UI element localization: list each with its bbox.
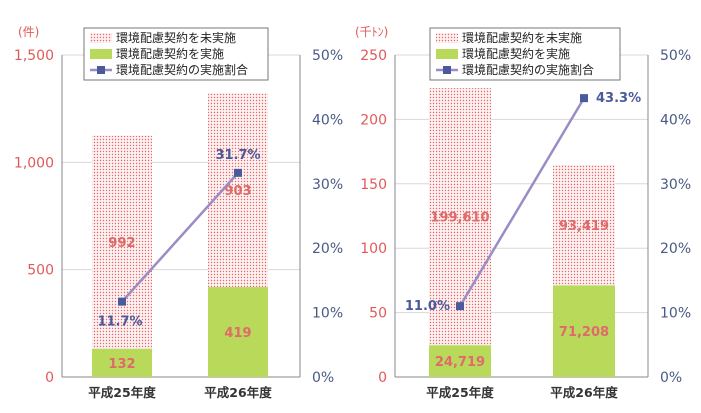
implemented-value-label: 419 <box>224 326 251 341</box>
unimplemented-value-label: 992 <box>108 236 135 251</box>
unimplemented-value-label: 903 <box>224 184 251 199</box>
unit-label: (千ﾄﾝ) <box>355 25 388 39</box>
legend-label: 環境配慮契約を未実施 <box>462 30 582 45</box>
y2-tick-label: 50% <box>660 48 691 64</box>
y2-tick-label: 30% <box>312 177 343 193</box>
unimplemented-value-label: 93,419 <box>559 219 609 234</box>
unimplemented-value-label: 199,610 <box>430 211 489 226</box>
y2-tick-label: 50% <box>312 48 343 64</box>
bar-implemented <box>429 345 491 377</box>
ratio-point <box>580 94 588 103</box>
legend-label: 環境配慮契約を実施 <box>462 46 570 61</box>
legend-label: 環境配慮契約を実施 <box>116 46 224 61</box>
y-tick-label: 250 <box>360 48 387 64</box>
legend-box <box>429 27 621 81</box>
ratio-point <box>118 297 126 306</box>
legend-label: 環境配慮契約の実施割合 <box>462 62 594 77</box>
legend-box <box>83 27 269 81</box>
ratio-value-label: 11.7% <box>97 315 142 330</box>
chart-contract-volume: 0 50 100 150 200 250 0% 10% 20% 30% 40% 50% (千ﾄﾝ) 24,… <box>355 25 691 400</box>
ratio-value-label: 31.7% <box>215 148 260 163</box>
unit-label: (件) <box>18 25 39 39</box>
ratio-point <box>234 168 242 177</box>
y-tick-label: 100 <box>360 241 387 257</box>
legend-label: 環境配慮契約の実施割合 <box>116 62 248 77</box>
bar-unimplemented <box>92 135 152 349</box>
ratio-line <box>121 172 239 303</box>
y-tick-label: 150 <box>360 177 387 193</box>
x-tick-label: 平成25年度 <box>88 385 156 400</box>
bar-implemented <box>92 348 152 377</box>
legend-swatch-unimplemented <box>90 33 112 43</box>
ratio-point <box>456 302 464 311</box>
ratio-line <box>458 97 586 307</box>
y2-tick-label: 0% <box>312 370 334 386</box>
y-tick-label: 0 <box>378 370 387 386</box>
y2-tick-label: 40% <box>312 112 343 128</box>
y2-tick-label: 40% <box>660 112 691 128</box>
ratio-value-label: 11.0% <box>405 299 450 314</box>
implemented-value-label: 71,208 <box>559 325 609 340</box>
implemented-value-label: 132 <box>108 357 135 372</box>
legend-swatch-ratio-marker <box>97 66 105 74</box>
y-tick-label: 0 <box>45 370 54 386</box>
bar-unimplemented <box>553 164 615 286</box>
y-tick-label: 1,500 <box>14 48 54 64</box>
legend-label: 環境配慮契約を未実施 <box>116 30 236 45</box>
implemented-value-label: 24,719 <box>435 355 485 370</box>
y2-tick-label: 0% <box>660 370 682 386</box>
y-tick-label: 1,000 <box>14 155 54 171</box>
ratio-value-label: 43.3% <box>596 91 641 106</box>
y2-tick-label: 10% <box>312 306 343 322</box>
x-tick-label: 平成26年度 <box>204 385 272 400</box>
legend-swatch-implemented <box>436 49 458 59</box>
y2-tick-label: 20% <box>660 241 691 257</box>
y2-tick-label: 30% <box>660 177 691 193</box>
y-tick-label: 200 <box>360 112 387 128</box>
y-tick-label: 50 <box>369 306 387 322</box>
y-tick-label: 500 <box>27 263 54 279</box>
x-tick-label: 平成25年度 <box>426 385 494 400</box>
legend-swatch-ratio-marker <box>443 66 451 74</box>
chart-contract-count: 0 500 1,000 1,500 0% 10% 20% 30% 40% 50% (件) 132 992… <box>14 25 343 400</box>
legend-swatch-unimplemented <box>436 33 458 43</box>
bar-implemented <box>208 287 268 377</box>
bar-implemented <box>553 285 615 377</box>
legend-swatch-implemented <box>90 49 112 59</box>
bar-unimplemented <box>208 93 268 288</box>
y2-tick-label: 10% <box>660 306 691 322</box>
y2-tick-label: 20% <box>312 241 343 257</box>
x-tick-label: 平成26年度 <box>550 385 618 400</box>
